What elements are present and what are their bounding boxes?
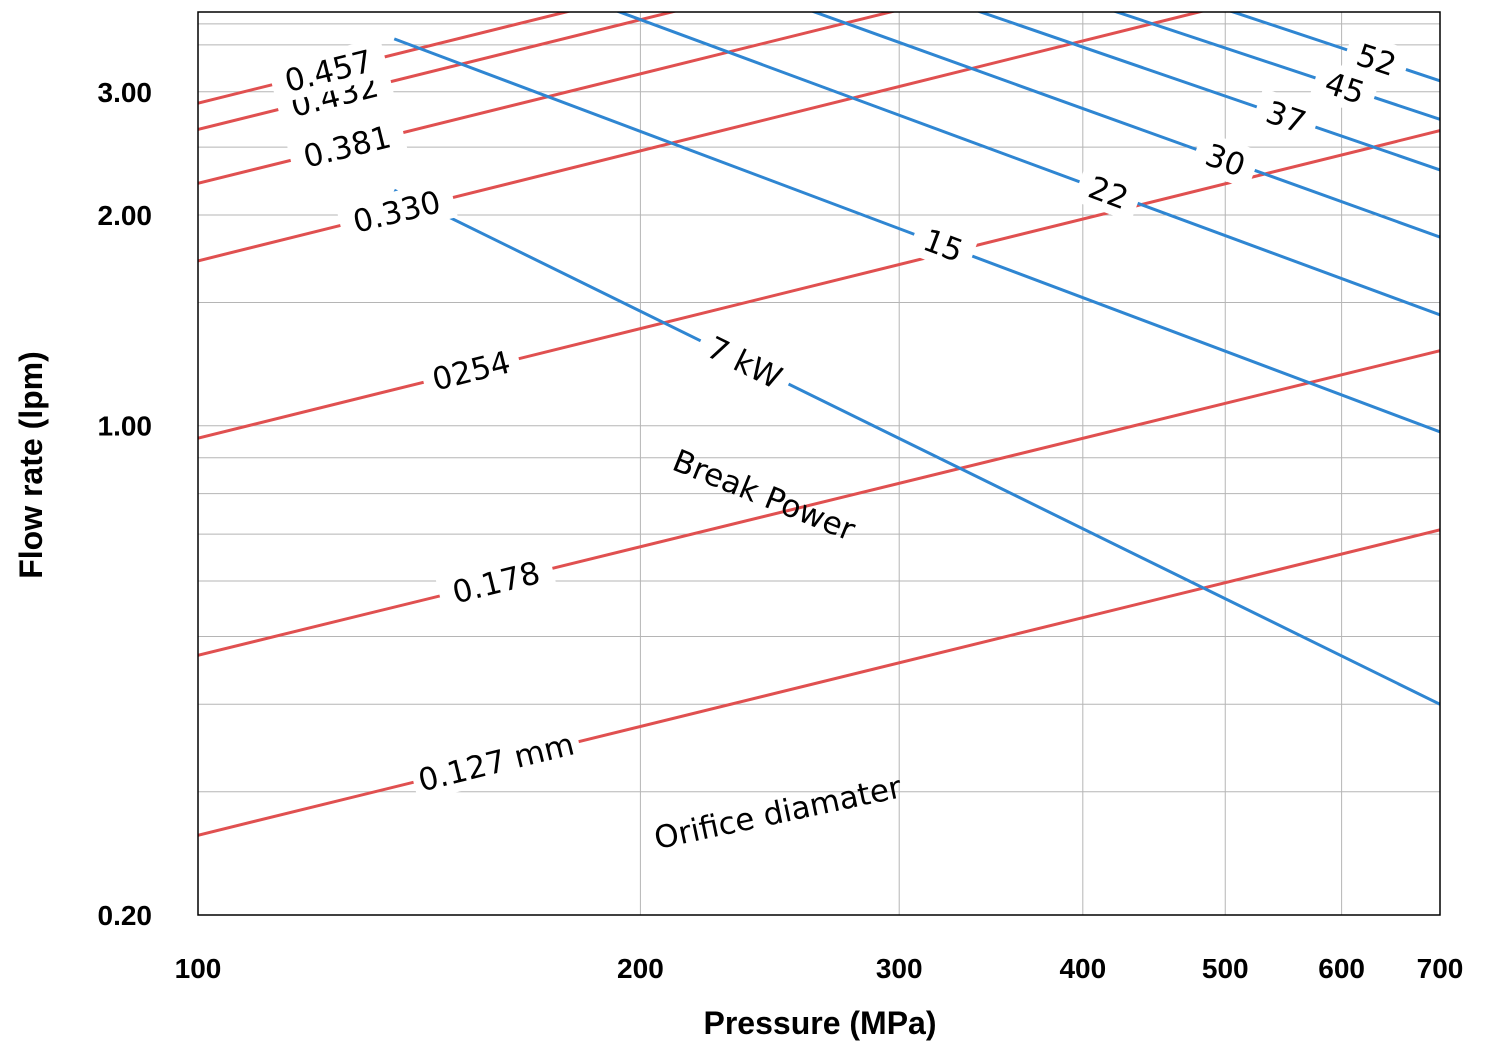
orifice-curve-line — [198, 129, 1440, 440]
orifice-curve-label: 0.178 — [435, 548, 558, 616]
orifice-curve-label-gap — [285, 113, 409, 180]
power-curve-line — [393, 188, 1440, 706]
y-tick-label: 0.20 — [98, 900, 153, 931]
power-curve-label: 22 — [1072, 162, 1145, 223]
orifice-curve-label: 0.457 — [267, 37, 390, 105]
orifice-curve-label-text: 0.127 mm — [415, 726, 578, 799]
x-tick-label: 400 — [1059, 953, 1106, 984]
orifice-curve-label: 0.127 mm — [408, 722, 584, 802]
power-curve-label: 7 kW — [691, 322, 798, 402]
y-tick-label: 2.00 — [98, 200, 153, 231]
orifice-curve-label-gap — [335, 178, 458, 245]
power-curve-label-gap — [1189, 130, 1262, 190]
power-curve-label-gap — [691, 322, 798, 402]
orifice-curve-line — [198, 12, 897, 185]
power-curve-line — [615, 12, 1440, 317]
y-tick-label: 3.00 — [98, 77, 153, 108]
orifice-curve-label-gap — [267, 37, 390, 105]
orifice-curve-label-gap — [435, 548, 558, 616]
power-curve-label-gap — [1072, 162, 1145, 223]
power-curve-label: 52 — [1340, 30, 1413, 89]
power-curve-line — [976, 12, 1440, 172]
x-tick-label: 500 — [1202, 953, 1249, 984]
orifice-diameter-annotation: Orifice diamater — [651, 769, 905, 857]
power-curve-label: 37 — [1250, 88, 1322, 146]
power-curve-label: 30 — [1189, 130, 1262, 190]
orifice-curve-label: 0254 — [418, 339, 524, 402]
x-tick-label: 100 — [175, 953, 222, 984]
orifice-curve-line — [198, 528, 1440, 837]
grid — [198, 12, 1440, 915]
axis-ticks: 100 200 300 400 500 600 700 0.20 1.00 2.00 3.00 — [98, 77, 1464, 984]
x-tick-label: 700 — [1417, 953, 1464, 984]
power-curve-line — [810, 12, 1440, 239]
x-tick-label: 300 — [876, 953, 923, 984]
orifice-curve-line — [198, 349, 1440, 657]
plot-frame — [197, 11, 1441, 916]
power-curve-label-gap — [1340, 30, 1413, 89]
orifice-curve-line — [198, 12, 678, 131]
orifice-curve-line — [198, 12, 573, 105]
x-axis-title: Pressure (MPa) — [704, 1005, 937, 1041]
power-curve-label-gap — [1250, 88, 1322, 146]
y-axis-title: Flow rate (lpm) — [13, 351, 49, 579]
x-tick-label: 200 — [617, 953, 664, 984]
orifice-curve-label-gap — [418, 339, 524, 402]
orifice-curve-label-gap — [408, 722, 584, 802]
power-curve-label: 15 — [907, 215, 980, 275]
orifice-curve-label: 0.330 — [335, 178, 458, 245]
power-curve-label-gap — [907, 215, 980, 275]
x-tick-label: 600 — [1318, 953, 1365, 984]
y-tick-label: 1.00 — [98, 411, 153, 442]
